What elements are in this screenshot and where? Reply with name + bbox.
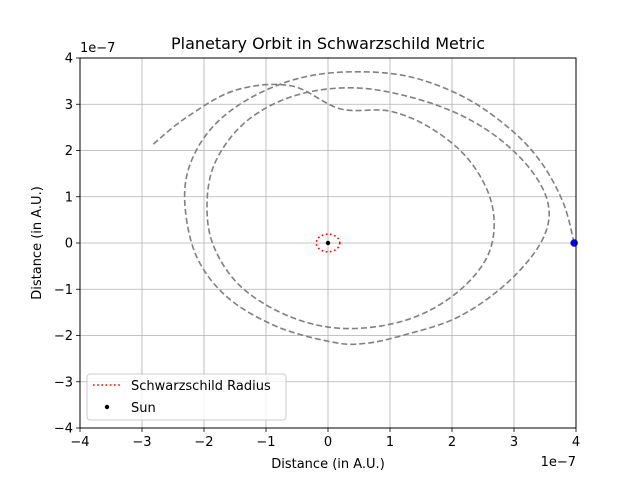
x-tick-label-6: 2 (448, 435, 456, 450)
x-tick-label-3: −1 (256, 435, 275, 450)
sun-marker (325, 240, 331, 246)
x-axis-label: Distance (in A.U.) (271, 457, 385, 472)
y-tick-label-8: 4 (65, 52, 73, 67)
legend-label-schwarzschild: Schwarzschild Radius (131, 379, 271, 394)
legend: Schwarzschild Radius Sun (86, 373, 287, 421)
y-tick-label-2: −2 (54, 329, 73, 344)
x-tick-label-7: 3 (510, 435, 518, 450)
x-offset-label: 1e−7 (541, 455, 576, 470)
y-tick-label-6: 2 (65, 144, 73, 159)
x-tick-label-1: −3 (132, 435, 151, 450)
y-tick-label-3: −1 (54, 283, 73, 298)
y-axis-label: Distance (in A.U.) (30, 186, 45, 300)
legend-label-sun: Sun (131, 401, 156, 416)
planet-marker (570, 239, 578, 247)
x-tick-label-0: −4 (70, 435, 89, 450)
y-axis-ticks: −4 −3 −2 −1 0 1 2 3 4 (54, 52, 80, 437)
y-tick-label-7: 3 (65, 98, 73, 113)
legend-swatch-sun (104, 404, 110, 410)
x-tick-label-8: 4 (572, 435, 580, 450)
x-axis-ticks: −4 −3 −2 −1 0 1 2 3 4 (70, 428, 580, 450)
x-tick-label-2: −2 (194, 435, 213, 450)
schwarzschild-radius-circle (315, 233, 341, 253)
y-offset-label: 1e−7 (80, 41, 115, 56)
orbit-line (150, 70, 575, 346)
y-tick-label-5: 1 (65, 190, 73, 205)
y-tick-label-1: −3 (54, 375, 73, 390)
legend-box (86, 373, 287, 421)
y-tick-label-0: −4 (54, 422, 73, 437)
x-tick-label-4: 0 (324, 435, 332, 450)
y-tick-label-4: 0 (65, 237, 73, 252)
chart-title: Planetary Orbit in Schwarzschild Metric (171, 34, 485, 53)
x-tick-label-5: 1 (386, 435, 394, 450)
